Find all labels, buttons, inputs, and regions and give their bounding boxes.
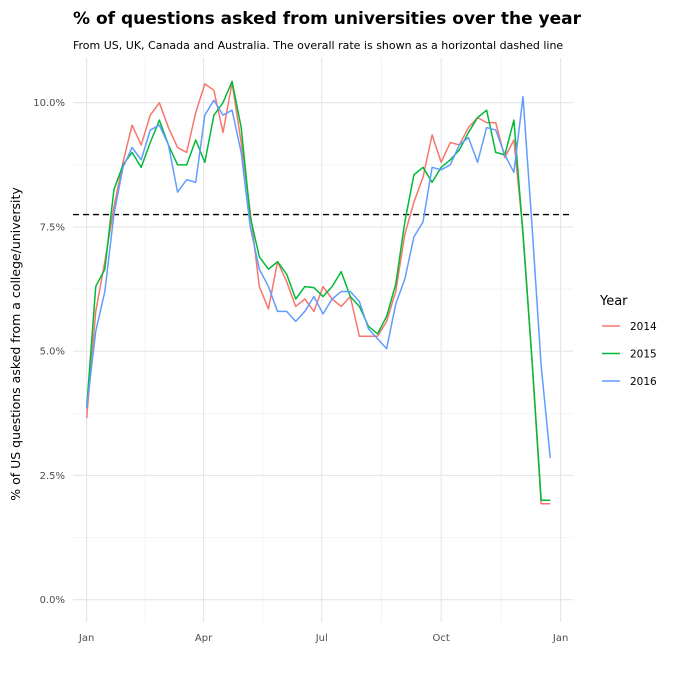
- legend-label-2014: 2014: [630, 321, 657, 333]
- y-tick-label: 10.0%: [33, 98, 65, 109]
- x-tick-label: Apr: [195, 633, 213, 644]
- chart-subtitle: From US, UK, Canada and Australia. The o…: [73, 39, 563, 52]
- y-tick-label: 7.5%: [40, 222, 65, 233]
- y-tick-label: 2.5%: [40, 471, 65, 482]
- chart-title: % of questions asked from universities o…: [73, 9, 582, 29]
- series-lines: [85, 80, 552, 505]
- x-tick-label: Oct: [433, 633, 450, 644]
- y-axis-title: % of US questions asked from a college/u…: [8, 187, 23, 501]
- x-tick-label: Jan: [552, 633, 568, 644]
- legend-label-2015: 2015: [630, 349, 657, 361]
- grid-lines: [73, 58, 573, 622]
- legend-title: Year: [599, 294, 628, 309]
- x-tick-label: Jan: [78, 633, 94, 644]
- x-tick-label: Jul: [315, 633, 328, 644]
- legend-label-2016: 2016: [630, 376, 657, 388]
- axes: 0.0% 2.5% 5.0% 7.5% 10.0% Jan Apr Jul Oct Jan: [33, 98, 568, 644]
- series-line-2014: [85, 82, 551, 505]
- series-line-2015: [85, 80, 551, 502]
- y-tick-label: 0.0%: [40, 595, 65, 606]
- y-tick-label: 5.0%: [40, 347, 65, 358]
- series-line-2016: [85, 96, 552, 459]
